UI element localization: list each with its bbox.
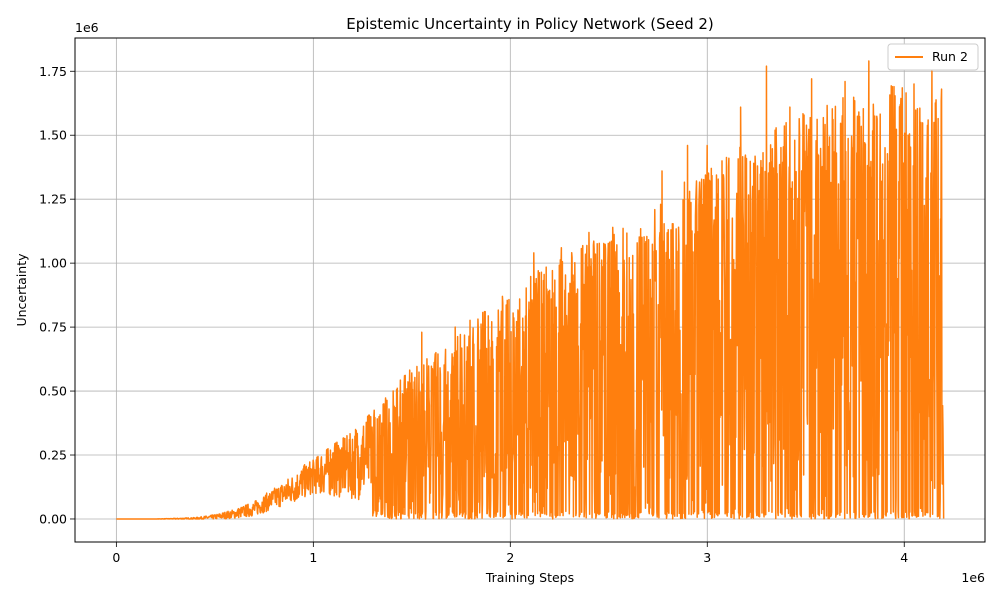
x-axis-offset-label: 1e6 bbox=[961, 570, 985, 585]
y-tick-label: 0.50 bbox=[39, 384, 67, 399]
plot-frame bbox=[74, 37, 986, 543]
x-tick-label: 1 bbox=[309, 550, 317, 565]
y-axis-label: Uncertainty bbox=[14, 253, 29, 327]
legend: Run 2 bbox=[887, 43, 979, 71]
y-axis-ticks: 0.00 0.25 0.50 0.75 1.00 1.25 1.50 1.75 bbox=[39, 64, 75, 526]
chart-title: Epistemic Uncertainty in Policy Network … bbox=[346, 15, 714, 33]
x-tick-label: 3 bbox=[703, 550, 711, 565]
x-axis-ticks: 0 1 2 3 4 bbox=[112, 542, 908, 565]
y-tick-label: 1.00 bbox=[39, 256, 67, 271]
y-tick-label: 0.25 bbox=[39, 448, 67, 463]
y-tick-label: 0.00 bbox=[39, 511, 67, 526]
series-layer bbox=[115, 60, 945, 520]
x-tick-label: 4 bbox=[900, 550, 908, 565]
series-line-run-2 bbox=[115, 60, 945, 520]
y-tick-label: 0.75 bbox=[39, 320, 67, 335]
y-tick-label: 1.75 bbox=[39, 64, 67, 79]
legend-box bbox=[887, 43, 979, 71]
x-axis-label: Training Steps bbox=[485, 570, 574, 585]
y-tick-label: 1.25 bbox=[39, 192, 67, 207]
x-tick-label: 0 bbox=[112, 550, 120, 565]
y-axis-offset-label: 1e6 bbox=[75, 20, 99, 35]
legend-label-run-2: Run 2 bbox=[932, 49, 968, 64]
x-tick-label: 2 bbox=[506, 550, 514, 565]
y-tick-label: 1.50 bbox=[39, 128, 67, 143]
